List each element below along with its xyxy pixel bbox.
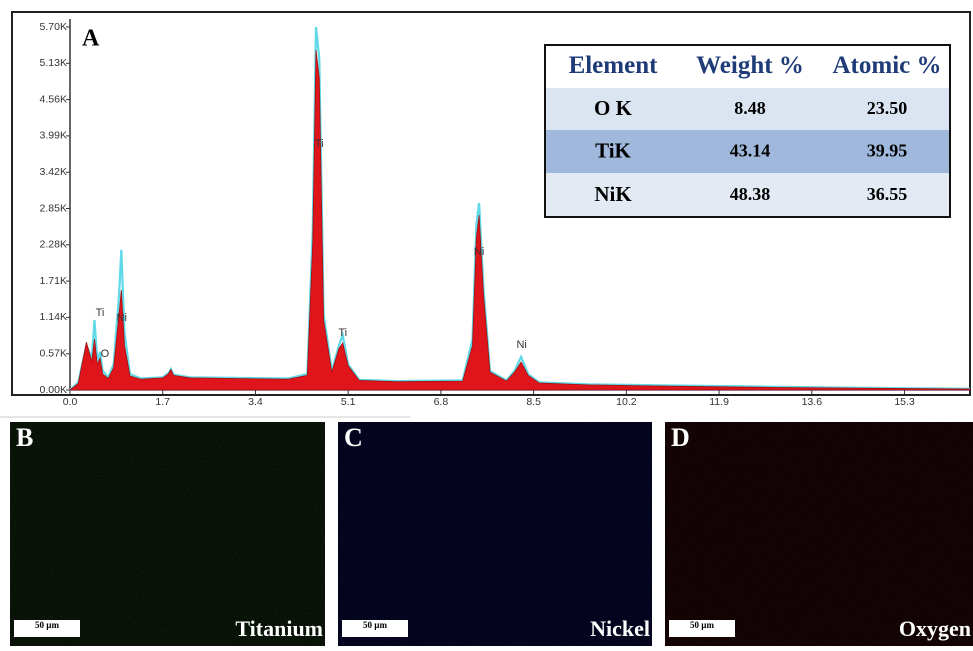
y-tick-label: 3.99K (40, 130, 67, 142)
element-label: Nickel (590, 616, 650, 641)
table-cell: 39.95 (867, 141, 908, 161)
table-cell: 43.14 (730, 141, 771, 161)
x-tick-label: 13.6 (802, 396, 823, 408)
table-cell: 36.55 (867, 184, 908, 204)
scale-label: 50 µm (690, 620, 714, 630)
y-tick-label: 0.00K (40, 384, 67, 396)
x-tick-label: 0.0 (63, 396, 78, 408)
spectrum-area (68, 50, 971, 391)
y-tick-label: 0.57K (40, 347, 67, 359)
peak-label: Ni (117, 312, 127, 324)
table-header: Element (569, 52, 659, 79)
y-tick-label: 5.13K (40, 57, 67, 69)
y-tick-label: 2.28K (40, 239, 67, 251)
table-header: Atomic % (833, 52, 942, 79)
x-tick-label: 6.8 (434, 396, 449, 408)
scale-bar (14, 620, 80, 637)
panel-label: A (82, 26, 100, 52)
map-label: C (344, 423, 363, 452)
x-tick-label: 15.3 (894, 396, 915, 408)
table-cell: O K (594, 96, 633, 120)
x-tick-label: 5.1 (341, 396, 356, 408)
y-tick-label: 2.85K (40, 202, 67, 214)
y-tick-label: 1.14K (40, 311, 67, 323)
table-border (544, 44, 951, 218)
map (665, 422, 973, 646)
peak-label: Ti (338, 327, 347, 339)
table-header: Weight % (696, 52, 804, 79)
scale-label: 50 µm (35, 620, 59, 630)
x-tick-label: 10.2 (616, 396, 637, 408)
peak-label: Ni (516, 339, 526, 351)
spectrum-line (69, 26, 971, 391)
table-row (545, 45, 950, 88)
table-cell: 48.38 (730, 184, 771, 204)
y-tick-label: 5.70K (40, 21, 67, 33)
x-tick-label: 11.9 (709, 396, 729, 408)
x-tick-label: 1.7 (155, 396, 170, 408)
table-row (545, 88, 950, 130)
scale-label: 50 µm (363, 620, 387, 630)
scale-bar (669, 620, 735, 637)
y-tick-label: 1.71K (40, 275, 67, 287)
x-tick-label: 3.4 (248, 396, 263, 408)
y-tick-label: 3.42K (40, 166, 67, 178)
element-label: Titanium (235, 616, 323, 641)
element-label: Oxygen (899, 616, 971, 641)
map-label: D (671, 423, 690, 452)
peak-label: Ti (96, 307, 105, 319)
y-tick-label: 4.56K (40, 93, 67, 105)
table-cell: 23.50 (867, 98, 908, 118)
x-tick-label: 8.5 (526, 396, 541, 408)
table-row (545, 130, 950, 173)
maps: B 50 µm Titanium C 50 µm Nickel D 50 µm Oxygen (10, 422, 973, 646)
table-cell: 8.48 (734, 98, 766, 118)
table-row (545, 173, 950, 217)
map-label: B (16, 423, 33, 452)
map (10, 422, 325, 646)
table-cell: TiK (595, 138, 631, 162)
scale-bar (342, 620, 408, 637)
map (338, 422, 652, 646)
table-cell: NiK (594, 182, 632, 206)
peak-label: O (101, 348, 110, 360)
peak-label: Ti (315, 138, 324, 150)
table: Element Weight % Atomic % O K 8.48 23.50 TiK 43… (544, 44, 951, 218)
peak-label: Ni (474, 246, 484, 258)
